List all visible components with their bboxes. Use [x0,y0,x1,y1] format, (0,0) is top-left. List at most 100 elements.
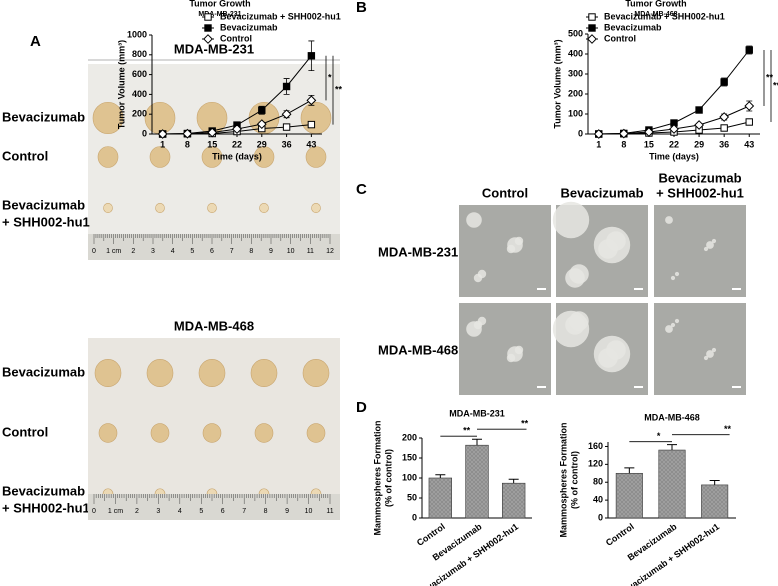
ruler-label: 9 [285,508,289,515]
chart-title: Tumor Growth [625,0,686,8]
ruler-label: 4 [171,248,175,255]
row-label: + SHH002-hu1 [2,214,90,229]
tumor [311,202,321,214]
legend-marker [203,34,213,44]
legend-label: Control [604,33,636,43]
x-tick-label: 1 [596,139,601,149]
sphere [711,238,717,244]
significance-label: ** [335,85,343,95]
x-axis-label: Time (days) [649,151,699,161]
ruler-label: 10 [305,508,313,515]
y-tick-label: 600 [132,69,147,79]
panel-label: A [30,33,41,50]
x-tick-label: 8 [185,139,190,149]
data-point [720,78,728,86]
sphere [674,318,680,324]
ruler-label: 7 [230,248,234,255]
ruler-label: 2 [131,248,135,255]
x-tick-label: 8 [621,139,626,149]
x-tick-label: 15 [644,139,654,149]
y-tick-label: 120 [588,459,603,469]
data-point [182,128,193,139]
y-axis-label: (% of control) [383,449,393,507]
data-point [744,101,755,111]
ruler-label: 7 [242,508,246,515]
y-tick-label: 1000 [127,29,147,39]
bar-hatch [701,484,728,518]
legend-label: Bevacizumab [220,22,278,32]
sphere [703,355,709,361]
data-point [232,124,242,134]
row-label: MDA-MB-231 [378,244,458,259]
data-point [256,119,267,130]
x-tick-label: 36 [719,139,729,149]
data-point [306,95,317,106]
column-label: Control [482,185,528,200]
bar-hatch [658,450,686,518]
row-label: Bevacizumab [2,483,85,498]
y-tick-label: 0 [598,512,603,522]
data-point [618,128,629,139]
data-point [644,127,654,137]
significance-label: ** [766,72,774,82]
sphere [711,347,717,353]
y-tick-label: 40 [593,494,603,504]
panel-label: D [356,399,367,416]
row-label: Control [2,424,48,439]
tumor [155,202,165,214]
significance-label: ** [724,424,732,434]
tumor [300,101,332,135]
ruler-label: 6 [210,248,214,255]
data-point [720,124,728,132]
significance-label: ** [521,419,529,429]
tumor [201,146,223,168]
x-tick-label: 43 [744,139,754,149]
tumor [253,146,275,168]
significance-label: ** [463,426,471,436]
column-label: Bevacizumab [560,185,643,200]
sphere [665,216,673,224]
ruler-label: 10 [287,248,295,255]
ruler-label: 8 [249,248,253,255]
y-tick-label: 200 [402,432,417,442]
ruler-label: 8 [264,508,268,515]
y-tick-label: 100 [402,472,417,482]
row-label: Control [2,148,48,163]
y-tick-label: 0 [578,128,583,138]
tumor [146,359,174,387]
row-label: Bevacizumab [2,197,85,212]
y-tick-label: 400 [568,48,583,58]
sphere [670,275,676,281]
sphere [477,316,487,326]
y-tick-label: 400 [132,89,147,99]
data-point [282,82,291,91]
chart-subtitle: MDA-MB-468 [634,11,677,18]
x-tick-label: Control [415,521,447,548]
sphere [569,264,589,284]
error-bar [472,438,482,446]
chart-title: Tumor Growth [189,0,250,8]
tumor [149,146,171,168]
bar-hatch [465,445,489,518]
x-tick-label: 22 [232,139,242,149]
data-point [695,106,703,114]
sphere [569,311,589,331]
x-tick-label: 1 [160,139,165,149]
ruler-label: 5 [190,248,194,255]
error-bar [624,467,635,474]
y-tick-label: 80 [593,477,603,487]
data-point [719,112,730,122]
x-tick-label: 43 [306,139,316,149]
row-label: Bevacizumab [2,364,85,379]
photo-title: MDA-MB-468 [174,318,254,333]
x-tick-label: 29 [257,139,267,149]
y-axis-label: Mammospheres Formation [558,422,568,537]
ruler-label: 5 [199,508,203,515]
ruler-label: 2 [135,508,139,515]
ruler-label: 6 [221,508,225,515]
legend-label: Control [220,33,252,43]
sphere [552,201,590,239]
tumor [98,423,118,443]
column-label: Bevacizumab [658,170,741,185]
y-tick-label: 200 [568,88,583,98]
